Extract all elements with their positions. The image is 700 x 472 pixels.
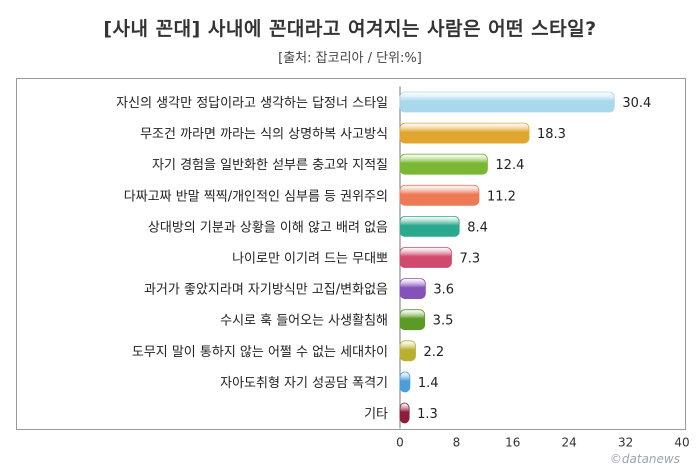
x-tick-label: 16 — [505, 436, 520, 450]
value-label: 7.3 — [459, 252, 480, 267]
value-label: 30.4 — [622, 96, 651, 111]
x-tick-label: 0 — [396, 436, 404, 450]
bar — [399, 184, 480, 206]
bar — [399, 153, 488, 175]
x-tick-label: 8 — [453, 436, 461, 450]
bar — [399, 340, 416, 362]
x-tick-label: 40 — [674, 436, 689, 450]
watermark-text: ©datanews — [609, 452, 680, 466]
category-label: 기타 — [364, 407, 388, 422]
bar — [399, 278, 426, 300]
category-label: 도무지 말이 통하지 않는 어쩔 수 없는 세대차이 — [132, 345, 388, 360]
x-tick-label: 32 — [618, 436, 633, 450]
value-label: 1.4 — [418, 376, 439, 391]
value-label: 11.2 — [487, 189, 516, 204]
category-label: 과거가 좋았지라며 자기방식만 고집/변화없음 — [144, 283, 388, 298]
x-tick-label: 24 — [562, 436, 577, 450]
category-label: 무조건 까라면 까라는 식의 상명하복 사고방식 — [140, 127, 388, 142]
category-label: 자아도취형 자기 성공담 폭격기 — [220, 376, 388, 391]
category-label: 자기 경험을 일반화한 섣부른 충고와 지적질 — [152, 158, 388, 173]
value-label: 3.5 — [433, 314, 454, 329]
value-label: 3.6 — [433, 283, 454, 298]
plot-area — [16, 78, 686, 430]
bar — [399, 371, 411, 393]
value-label: 12.4 — [495, 158, 524, 173]
bar — [399, 122, 530, 144]
category-label: 나이로만 이기려 드는 무대뽀 — [232, 252, 388, 267]
bar — [399, 247, 452, 268]
value-label: 18.3 — [537, 127, 566, 142]
bar — [399, 215, 460, 237]
category-label: 자신의 생각만 정답이라고 생각하는 답정너 스타일 — [116, 96, 388, 111]
category-label: 수시로 훅 들어오는 사생활침해 — [220, 314, 388, 329]
bar — [399, 309, 426, 331]
chart-subtitle: [출처: 잡코리아 / 단위:%] — [278, 51, 422, 66]
value-label: 8.4 — [467, 220, 488, 235]
category-label: 다짜고짜 반말 찍찍/개인적인 심부름 등 권위주의 — [124, 189, 388, 204]
value-label: 1.3 — [417, 407, 438, 422]
chart-title: [사내 꼰대] 사내에 꼰대라고 여겨지는 사람은 어떤 스타일? — [103, 18, 597, 40]
value-label: 2.2 — [424, 345, 445, 360]
bar — [399, 91, 615, 113]
category-label: 상대방의 기분과 상황을 이해 않고 배려 없음 — [148, 220, 388, 235]
bar — [399, 402, 410, 424]
